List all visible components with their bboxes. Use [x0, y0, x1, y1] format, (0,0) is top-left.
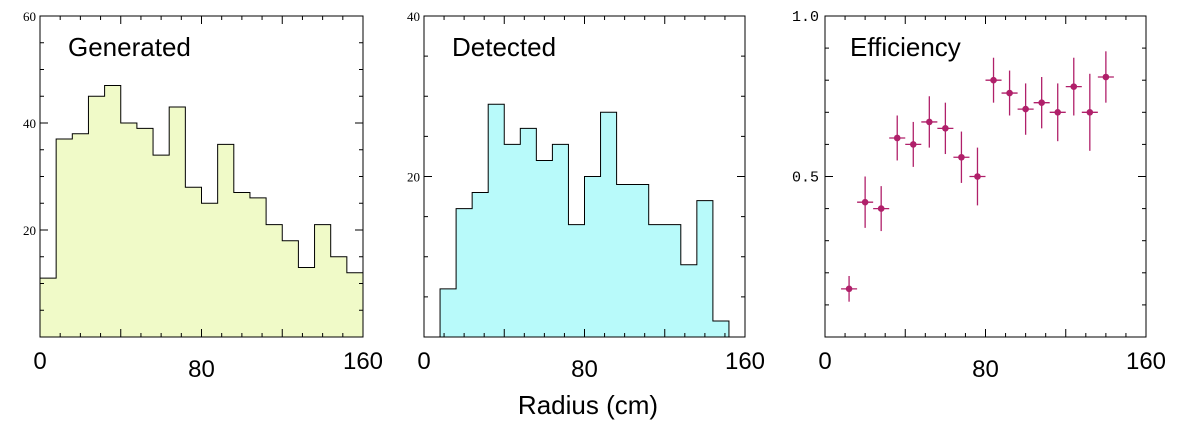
x-tick-label: 80: [188, 356, 215, 383]
data-point: [926, 118, 933, 126]
data-point: [893, 134, 901, 142]
data-point: [942, 125, 949, 132]
x-tick-label: 0: [818, 348, 831, 375]
data-point: [1022, 105, 1029, 113]
y-tick-label: 1.0: [792, 9, 819, 26]
chart-panel-2: 0 80 160 20 40 Detected: [407, 9, 765, 383]
data-point: [1102, 73, 1110, 81]
chart-panel-3: 0 80 160 0.5 1.0 Efficiency: [792, 9, 1166, 383]
panel-title: Detected: [452, 32, 556, 62]
y-tick-label: 40: [23, 116, 36, 131]
data-point: [861, 198, 869, 206]
x-tick-label: 0: [417, 348, 430, 375]
data-point: [974, 173, 981, 180]
x-tick-label: 80: [571, 356, 598, 383]
chart-panel-1: 0 80 160 20 40 60 Generated: [23, 9, 383, 383]
histogram-fill: [40, 85, 363, 337]
y-tick-label: 60: [23, 9, 36, 24]
data-point: [958, 153, 965, 161]
panel-title: Efficiency: [850, 32, 961, 62]
y-tick-label: 0.5: [792, 170, 819, 187]
y-tick-label: 20: [23, 223, 36, 238]
x-tick-label: 0: [33, 348, 46, 375]
data-point: [1006, 89, 1013, 97]
data-point: [909, 141, 917, 148]
x-tick-label: 80: [972, 356, 999, 383]
panel-title: Generated: [68, 32, 191, 62]
data-point: [1054, 109, 1062, 116]
y-tick-label: 20: [407, 170, 420, 185]
data-point: [1038, 99, 1045, 106]
histogram-outline: [39, 85, 364, 337]
data-point: [1086, 109, 1094, 116]
y-tick-label: 40: [407, 9, 420, 24]
x-tick-label: 160: [1126, 348, 1166, 375]
x-tick-label: 160: [343, 348, 383, 375]
histogram-outline: [439, 103, 730, 337]
data-point: [845, 285, 853, 293]
data-point: [990, 76, 997, 84]
data-point: [877, 205, 885, 212]
data-point: [1070, 83, 1078, 90]
x-axis-title: Radius (cm): [518, 390, 658, 420]
x-tick-label: 160: [725, 348, 765, 375]
